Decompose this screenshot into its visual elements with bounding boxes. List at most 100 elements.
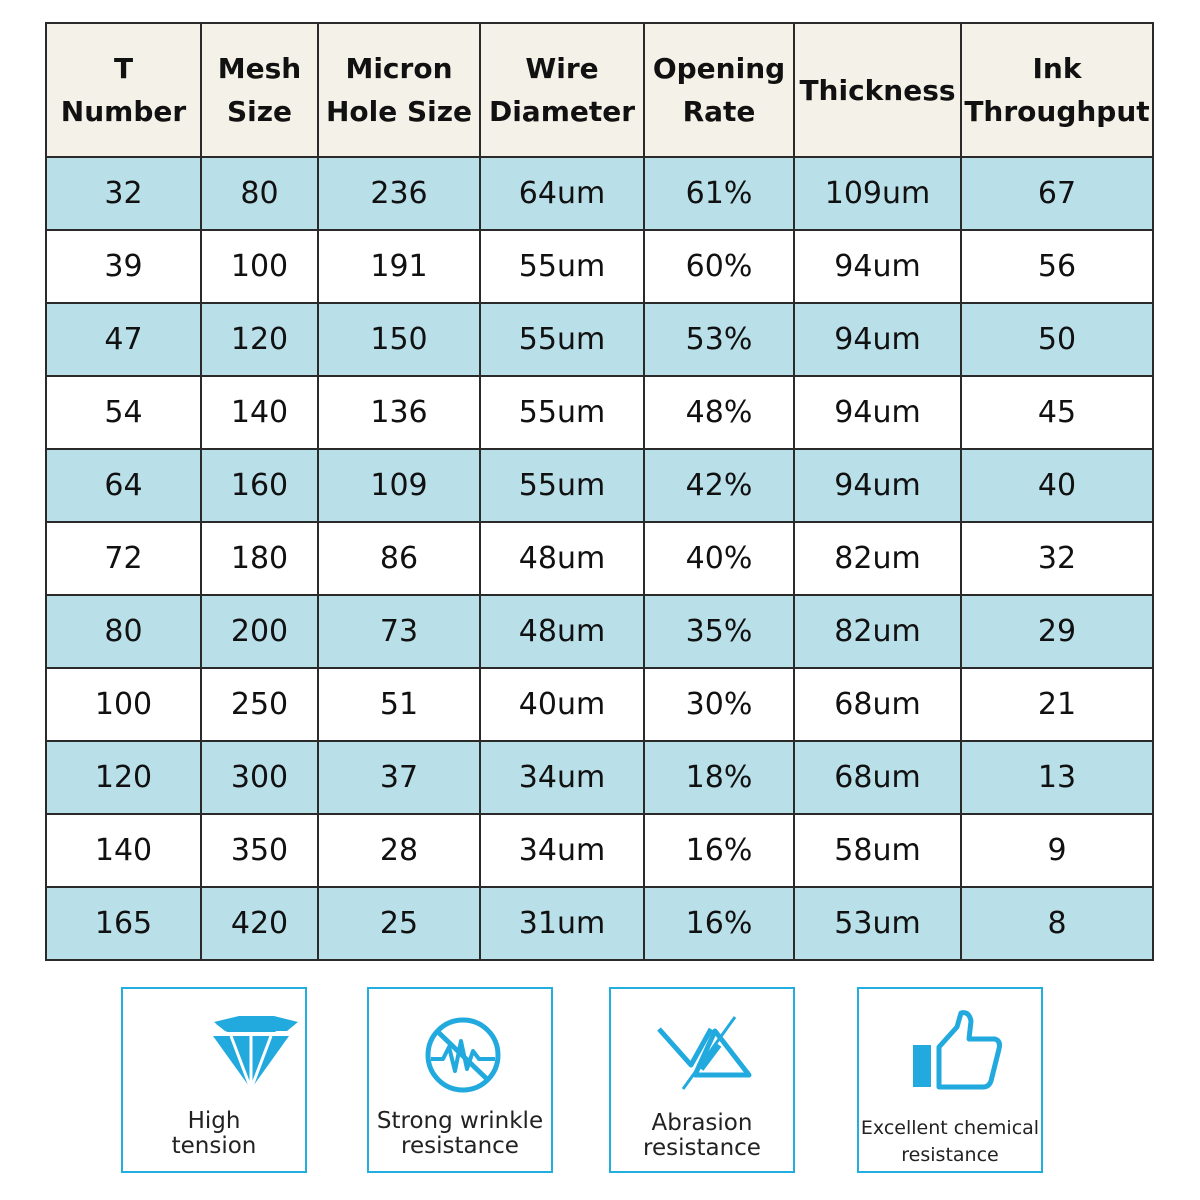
table-cell: 60% [643,229,795,304]
table-cell: 100 [45,667,202,742]
table-cell: 30% [643,667,795,742]
table-row: 72 180 86 48um 40% 82um 32 [45,521,1154,596]
table-cell: 55um [479,302,645,377]
table-row: 140 350 28 34um 16% 58um 9 [45,813,1154,888]
table-cell: 48% [643,375,795,450]
table-row: 39 100 191 55um 60% 94um 56 [45,229,1154,304]
table-cell: 50 [960,302,1154,377]
table-cell: 109 [317,448,481,523]
table-cell: 29 [960,594,1154,669]
table-cell: 86 [317,521,481,596]
table-cell: 61% [643,156,795,231]
table-cell: 13 [960,740,1154,815]
table-cell: 250 [200,667,319,742]
table-cell: 53um [793,886,962,961]
table-cell: 55um [479,448,645,523]
table-cell: 34um [479,740,645,815]
table-cell: 150 [317,302,481,377]
table-cell: 37 [317,740,481,815]
table-cell: 200 [200,594,319,669]
header-micron-hole-size: Micron Hole Size [317,22,481,158]
wrinkle-resistance-icon [425,1017,501,1093]
feature-card-wrinkle-resistance: Strong wrinkle resistance [367,987,553,1173]
table-row: 64 160 109 55um 42% 94um 40 [45,448,1154,523]
table-cell: 16% [643,886,795,961]
table-header-row: T Number Mesh Size Micron Hole Size Wire… [45,22,1154,158]
table-cell: 350 [200,813,319,888]
table-cell: 39 [45,229,202,304]
table-cell: 80 [45,594,202,669]
table-cell: 140 [45,813,202,888]
table-cell: 94um [793,448,962,523]
table-cell: 109um [793,156,962,231]
header-ink-throughput: Ink Throughput [960,22,1154,158]
table-cell: 67 [960,156,1154,231]
table-cell: 42% [643,448,795,523]
table-cell: 55um [479,375,645,450]
table-cell: 80 [200,156,319,231]
table-cell: 165 [45,886,202,961]
table-cell: 420 [200,886,319,961]
feature-card-chemical-resistance: Excellent chemical resistance [857,987,1043,1173]
feature-label: Abrasion resistance [643,1110,761,1161]
table-cell: 56 [960,229,1154,304]
table-cell: 25 [317,886,481,961]
table-cell: 94um [793,302,962,377]
feature-label: Excellent chemical resistance [860,1117,1040,1166]
table-cell: 34um [479,813,645,888]
table-row: 80 200 73 48um 35% 82um 29 [45,594,1154,669]
table-cell: 9 [960,813,1154,888]
table-cell: 45 [960,375,1154,450]
table-cell: 72 [45,521,202,596]
table-cell: 40% [643,521,795,596]
table-cell: 120 [45,740,202,815]
table-cell: 300 [200,740,319,815]
table-row: 120 300 37 34um 18% 68um 13 [45,740,1154,815]
table-cell: 58um [793,813,962,888]
table-cell: 40 [960,448,1154,523]
table-cell: 82um [793,521,962,596]
abrasion-icon [657,1016,752,1090]
table-cell: 82um [793,594,962,669]
table-cell: 55um [479,229,645,304]
diamond-icon [213,1016,298,1090]
table-cell: 136 [317,375,481,450]
table-cell: 54 [45,375,202,450]
table-cell: 40um [479,667,645,742]
table-cell: 51 [317,667,481,742]
table-cell: 64um [479,156,645,231]
mesh-spec-table: T Number Mesh Size Micron Hole Size Wire… [45,22,1154,961]
table-cell: 21 [960,667,1154,742]
table-cell: 8 [960,886,1154,961]
table-cell: 236 [317,156,481,231]
feature-label: Strong wrinkle resistance [376,1108,544,1159]
table-cell: 100 [200,229,319,304]
table-cell: 191 [317,229,481,304]
table-cell: 28 [317,813,481,888]
table-cell: 32 [45,156,202,231]
table-cell: 140 [200,375,319,450]
table-cell: 18% [643,740,795,815]
table-cell: 94um [793,229,962,304]
table-cell: 47 [45,302,202,377]
table-cell: 31um [479,886,645,961]
table-cell: 120 [200,302,319,377]
table-cell: 48um [479,594,645,669]
table-row: 54 140 136 55um 48% 94um 45 [45,375,1154,450]
table-cell: 35% [643,594,795,669]
table-cell: 32 [960,521,1154,596]
table-cell: 16% [643,813,795,888]
table-cell: 68um [793,740,962,815]
table-cell: 48um [479,521,645,596]
header-t-number: T Number [45,22,202,158]
table-cell: 73 [317,594,481,669]
header-mesh-size: Mesh Size [200,22,319,158]
table-cell: 180 [200,521,319,596]
feature-label: High tension [171,1108,257,1159]
table-cell: 53% [643,302,795,377]
table-row: 47 120 150 55um 53% 94um 50 [45,302,1154,377]
header-thickness: Thickness [793,22,962,158]
feature-card-high-tension: High tension [121,987,307,1173]
header-wire-diameter: Wire Diameter [479,22,645,158]
header-opening-rate: Opening Rate [643,22,795,158]
